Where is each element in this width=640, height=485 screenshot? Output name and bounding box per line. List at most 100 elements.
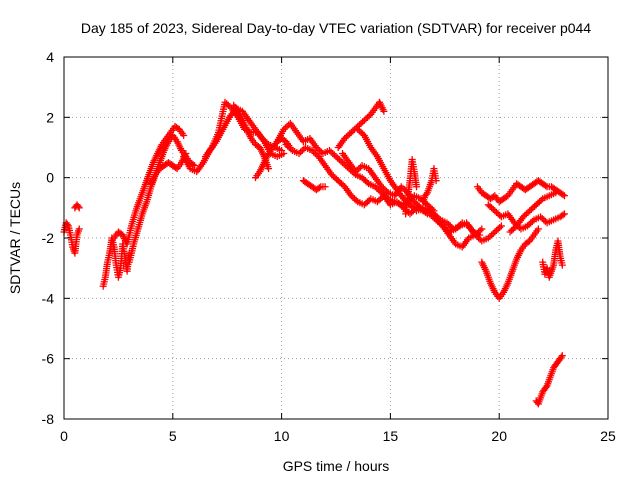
data-point-interp <box>496 223 504 231</box>
data-point <box>399 195 407 203</box>
grid-layer <box>64 57 608 419</box>
data-point <box>265 165 273 173</box>
data-point <box>328 171 336 179</box>
x-tick-label: 10 <box>274 428 290 444</box>
data-point <box>523 222 531 230</box>
data-point-interp <box>508 226 516 234</box>
data-point-interp <box>314 145 322 153</box>
data-point-interp <box>488 231 496 239</box>
data-point <box>380 107 388 115</box>
series-arc-13 <box>299 177 329 194</box>
data-point-interp <box>542 383 550 391</box>
data-point-interp <box>330 151 338 159</box>
y-tick-label: -2 <box>42 230 55 246</box>
data-point-interp <box>298 147 306 155</box>
data-point-interp <box>349 127 357 135</box>
data-point <box>471 231 479 239</box>
data-point-interp <box>74 202 82 210</box>
data-point-interp <box>223 100 231 108</box>
y-tick-label: -8 <box>42 411 55 427</box>
series-arc-4 <box>110 122 188 248</box>
series-arc-16 <box>354 125 505 245</box>
data-point <box>360 116 368 124</box>
data-point-interp <box>337 180 345 188</box>
data-point-interp <box>364 198 372 206</box>
series-arc-22 <box>506 189 560 236</box>
data-point-interp <box>363 178 371 186</box>
data-point <box>506 228 514 236</box>
data-point-interp <box>440 223 448 231</box>
data-point-interp <box>283 122 291 130</box>
data-point <box>519 213 527 221</box>
data-point <box>558 352 566 360</box>
data-point-interp <box>559 211 567 219</box>
data-point-interp <box>374 186 382 194</box>
data-point-interp <box>316 147 324 155</box>
data-point-interp <box>381 186 389 194</box>
data-point-interp <box>408 202 416 210</box>
data-point-interp <box>557 353 565 361</box>
data-point-interp <box>359 130 367 138</box>
data-point <box>497 222 505 230</box>
data-point-interp <box>359 118 367 126</box>
series-arc-2 <box>71 201 83 212</box>
data-point <box>347 192 355 200</box>
data-point <box>484 234 492 242</box>
data-point-interp <box>398 202 406 210</box>
data-point-interp <box>429 210 437 218</box>
data-point <box>321 183 329 191</box>
series-arc-24 <box>532 352 566 408</box>
series-arc-5 <box>125 131 199 266</box>
data-point-interp <box>531 202 539 210</box>
data-point-interp <box>379 184 387 192</box>
data-point <box>312 144 320 151</box>
data-point-interp <box>329 172 337 180</box>
data-point-interp <box>310 148 318 156</box>
data-point-interp <box>342 162 350 170</box>
series-arc-14 <box>334 98 388 151</box>
data-point-interp <box>525 220 533 228</box>
data-point <box>358 174 366 182</box>
data-point-interp <box>315 184 323 192</box>
data-point-interp <box>350 195 358 203</box>
series-arc-18 <box>419 165 440 206</box>
y-tick-label: -6 <box>42 351 55 367</box>
data-point-interp <box>427 208 435 216</box>
data-point-interp <box>488 204 496 212</box>
data-point-interp <box>333 175 341 183</box>
chart-title: Day 185 of 2023, Sidereal Day-to-day VTE… <box>81 20 591 36</box>
data-point-interp <box>346 130 354 138</box>
data-point-interp <box>355 127 363 135</box>
data-point <box>280 150 288 158</box>
data-point-interp <box>297 148 305 156</box>
x-tick-label: 15 <box>383 428 399 444</box>
data-point-interp <box>492 208 500 216</box>
data-point <box>491 207 499 215</box>
data-point <box>334 177 342 185</box>
data-point-interp <box>285 144 293 151</box>
x-tick-label: 25 <box>600 428 616 444</box>
data-point-interp <box>528 217 536 225</box>
data-point-interp <box>455 222 463 230</box>
data-point-interp <box>360 175 368 183</box>
data-point <box>371 183 379 191</box>
data-point <box>560 210 568 218</box>
data-point-interp <box>395 199 403 207</box>
series-arc-19 <box>473 177 568 206</box>
data-point-interp <box>344 131 352 139</box>
data-point-interp <box>376 187 384 195</box>
data-point-interp <box>365 112 373 120</box>
y-tick-label: 0 <box>46 170 54 186</box>
data-point-interp <box>494 210 502 218</box>
data-point <box>325 147 333 155</box>
data-point-interp <box>522 210 530 218</box>
series-arc-21 <box>478 225 542 302</box>
data-point <box>410 198 418 206</box>
data-point-interp <box>534 199 542 207</box>
data-point-interp <box>331 174 339 182</box>
data-point-interp <box>489 205 497 213</box>
data-point-interp <box>494 225 502 233</box>
data-point <box>75 225 83 233</box>
data-point-interp <box>335 156 343 164</box>
